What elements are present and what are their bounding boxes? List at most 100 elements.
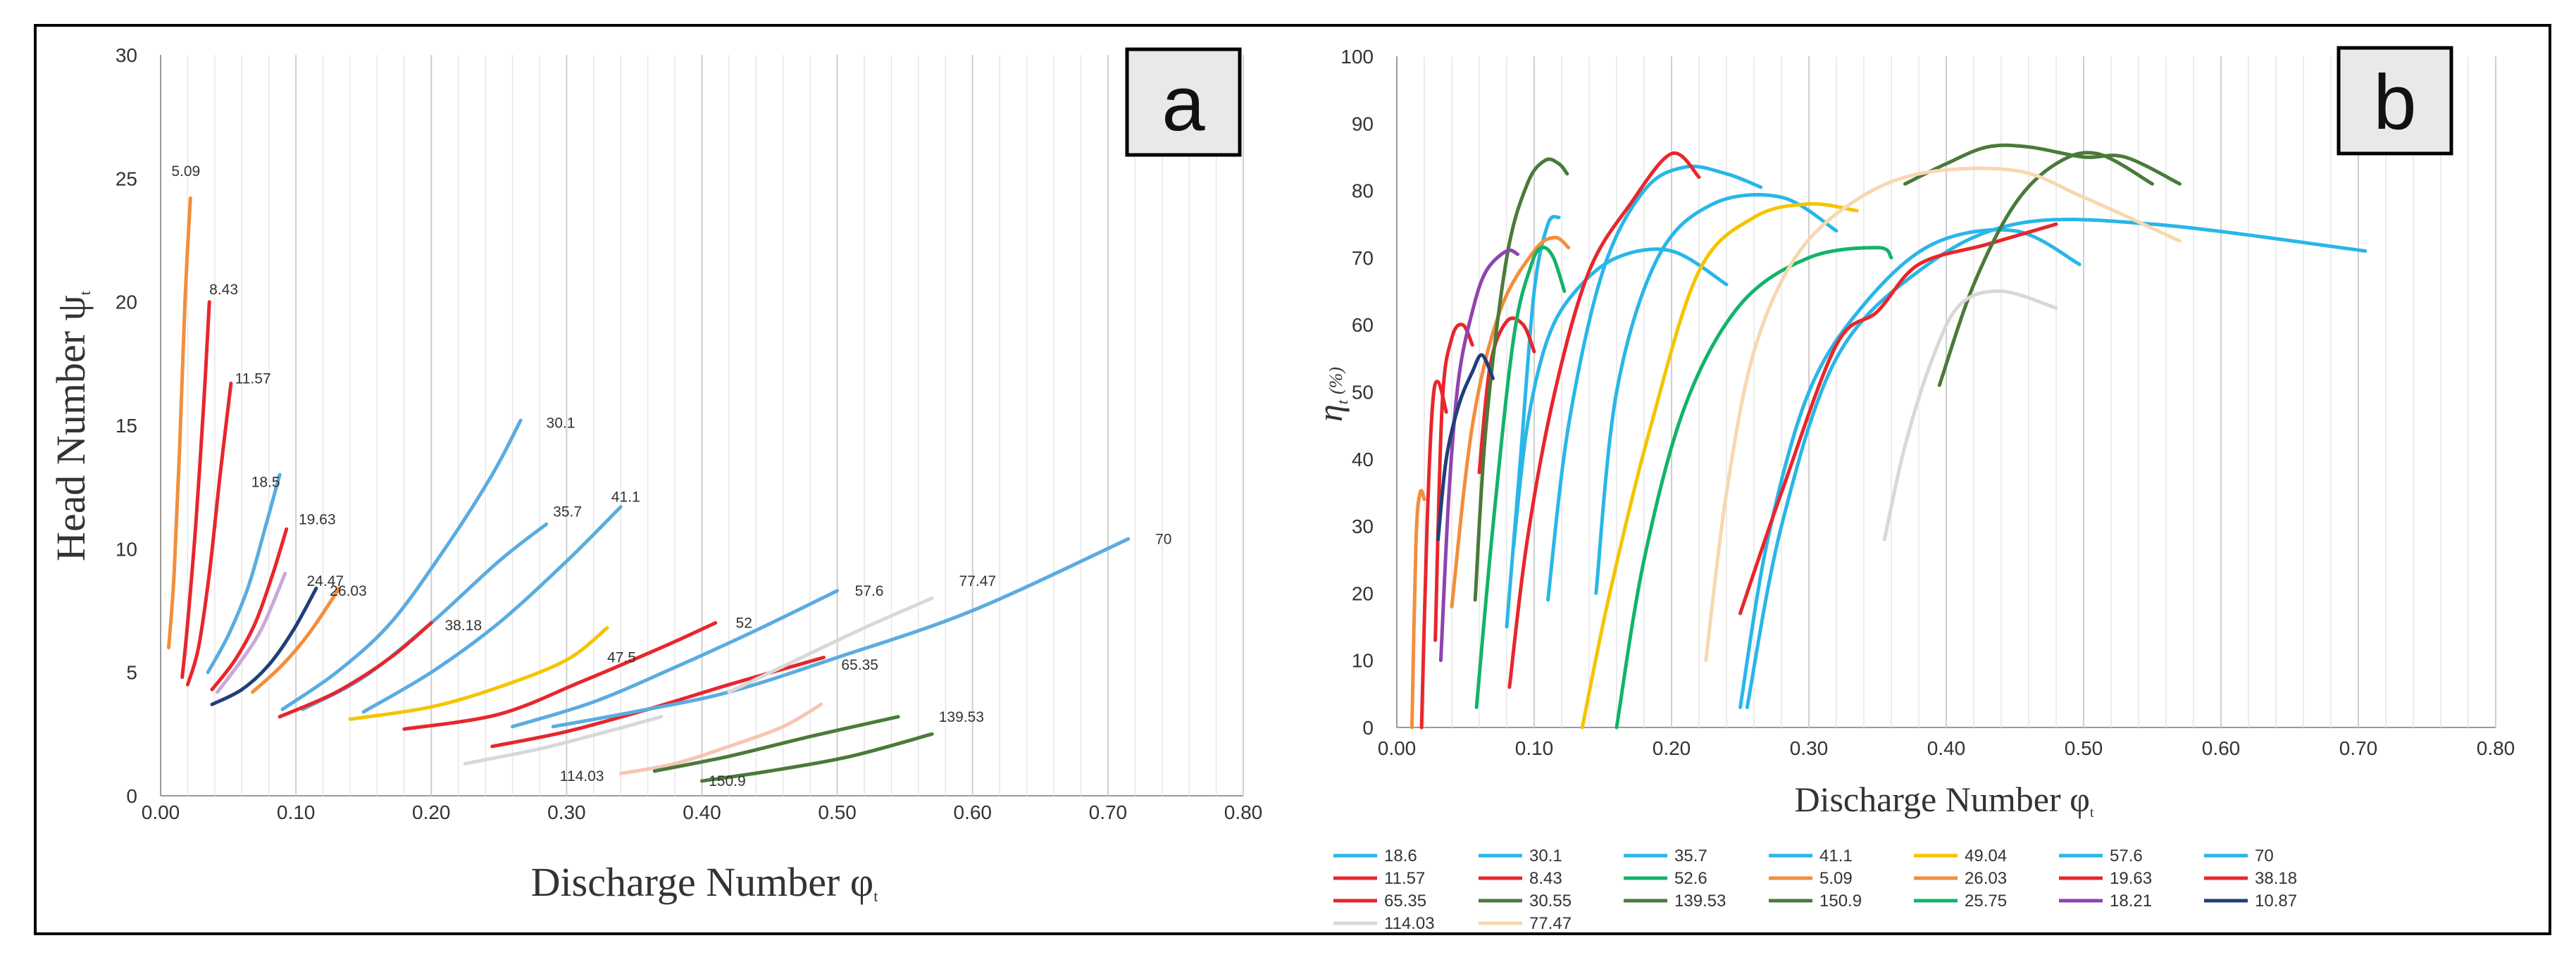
legend-label: 19.63 xyxy=(2110,869,2152,888)
y-tick-label: 15 xyxy=(116,415,137,437)
series-line-unlabeled xyxy=(463,715,664,765)
curve-label: 41.1 xyxy=(611,489,640,506)
legend-label: 35.7 xyxy=(1674,846,1707,865)
legend-label: 8.43 xyxy=(1529,869,1562,888)
curve-label: 150.9 xyxy=(709,773,746,789)
curve-label: 47.5 xyxy=(607,650,636,666)
curve-label: 11.57 xyxy=(235,370,271,387)
y-tick-label: 0 xyxy=(1362,717,1374,739)
panel-a-x-tick-labels: 0.00 0.10 0.20 0.30 0.40 0.50 0.60 0.70 0.80 xyxy=(142,801,1263,823)
x-tick-label: 0.50 xyxy=(2065,737,2103,759)
y-tick-label: 100 xyxy=(1340,46,1374,68)
series-line-19-63 xyxy=(210,527,289,692)
y-tick-label: 80 xyxy=(1352,180,1374,202)
x-tick-label: 0.80 xyxy=(2477,737,2515,759)
series-line-18-5 xyxy=(206,473,282,675)
x-tick-label: 0.70 xyxy=(2339,737,2378,759)
x-tick-label: 0.00 xyxy=(1378,737,1417,759)
x-tick-label: 0.30 xyxy=(547,801,586,823)
legend-label: 114.03 xyxy=(1384,914,1435,933)
legend-label: 26.03 xyxy=(1965,869,2007,888)
curve-label: 18.5 xyxy=(251,475,280,491)
legend-label: 25.75 xyxy=(1965,892,2007,911)
legend-label: 18.6 xyxy=(1384,846,1417,865)
x-tick-label: 0.40 xyxy=(683,801,721,823)
panel-a-y-axis-title: Head Number ψt xyxy=(48,291,94,561)
series-line-57-6 xyxy=(511,589,840,729)
y-tick-label: 50 xyxy=(1352,382,1374,404)
panel-b-y-tick-labels: 0 10 20 30 40 50 60 70 80 90 100 xyxy=(1340,46,1374,739)
panel-a-x-axis-title: Discharge Number φt xyxy=(531,859,878,905)
x-tick-label: 0.30 xyxy=(1790,737,1829,759)
panel-a-chart: 0 5 10 15 20 25 30 0.00 0.10 0.20 0.30 0.40 0.50 0.6… xyxy=(48,44,1262,905)
y-tick-label: 40 xyxy=(1352,449,1374,470)
y-tick-label: 60 xyxy=(1352,314,1374,336)
series-line-26-03 xyxy=(251,586,342,694)
series-line-150-9 xyxy=(1937,151,2154,387)
x-tick-label: 0.00 xyxy=(142,801,180,823)
y-tick-label: 30 xyxy=(116,44,137,66)
curve-label: 65.35 xyxy=(841,657,878,673)
legend-label: 41.1 xyxy=(1819,846,1853,865)
curve-label: 57.6 xyxy=(855,583,884,599)
legend-label: 139.53 xyxy=(1674,892,1726,911)
panel-b-label-box xyxy=(2337,46,2453,156)
series-line-47-5 xyxy=(348,626,609,721)
legend-label: 30.55 xyxy=(1529,892,1572,911)
series-line-38-18 xyxy=(278,621,433,719)
curve-label: 139.53 xyxy=(939,709,984,725)
series-line-18-21 xyxy=(1438,248,1520,663)
legend-label: 70 xyxy=(2255,846,2274,865)
legend-label: 77.47 xyxy=(1529,914,1572,933)
series-line-52 xyxy=(402,621,718,731)
legend-label: 10.87 xyxy=(2255,892,2297,911)
series-line-25-75 xyxy=(1474,245,1567,709)
x-tick-label: 0.10 xyxy=(277,801,316,823)
y-tick-label: 30 xyxy=(1352,515,1374,537)
y-tick-label: 10 xyxy=(116,538,137,560)
series-line-8-43 xyxy=(1419,380,1448,730)
panel-a-label-box xyxy=(1125,47,1242,157)
x-tick-label: 0.70 xyxy=(1089,801,1128,823)
legend-label: 30.1 xyxy=(1529,846,1562,865)
series-line-57-6 xyxy=(1738,227,2082,709)
series-line-65-35 xyxy=(1738,222,2058,615)
series-line-24-47 xyxy=(216,571,287,694)
panel-b-x-axis-title: Discharge Number φt xyxy=(1794,780,2093,820)
series-line-77-47 xyxy=(1704,166,2182,663)
series-line-114-03 xyxy=(1882,289,2058,542)
y-tick-label: 20 xyxy=(116,292,137,313)
curve-label: 24.47 xyxy=(306,573,344,589)
legend-label: 5.09 xyxy=(1819,869,1853,888)
curve-label: 35.7 xyxy=(553,504,582,520)
series-line-30-1 xyxy=(1546,164,1763,602)
y-tick-label: 25 xyxy=(116,168,137,189)
series-line-11-57 xyxy=(1507,151,1701,689)
panel-b-y-axis-title: ηt(%) xyxy=(1310,367,1351,422)
curve-label: 77.47 xyxy=(959,573,997,589)
y-tick-label: 20 xyxy=(1352,582,1374,604)
series-line-10-87 xyxy=(1436,353,1495,542)
y-tick-label: 0 xyxy=(126,785,137,807)
curve-label: 30.1 xyxy=(547,415,575,431)
curve-label: 38.18 xyxy=(444,618,482,634)
x-tick-label: 0.60 xyxy=(2202,737,2241,759)
legend-label: 65.35 xyxy=(1384,892,1426,911)
curve-label: 8.43 xyxy=(209,282,238,298)
legend-label: 52.6 xyxy=(1674,869,1707,888)
series-line-139-53 xyxy=(1903,143,2182,186)
y-tick-label: 90 xyxy=(1352,113,1374,135)
y-tick-label: 70 xyxy=(1352,247,1374,269)
y-tick-label: 5 xyxy=(126,662,137,684)
series-line-77-47 xyxy=(727,596,934,694)
panel-a-letter: a xyxy=(1162,61,1205,147)
series-line-139-53 xyxy=(652,715,900,773)
legend-label: 38.18 xyxy=(2255,869,2297,888)
series-line-5-09 xyxy=(167,196,192,650)
series-line-52-6 xyxy=(1614,246,1893,730)
series-line-70 xyxy=(551,537,1131,729)
series-line-38-18 xyxy=(1477,316,1536,475)
